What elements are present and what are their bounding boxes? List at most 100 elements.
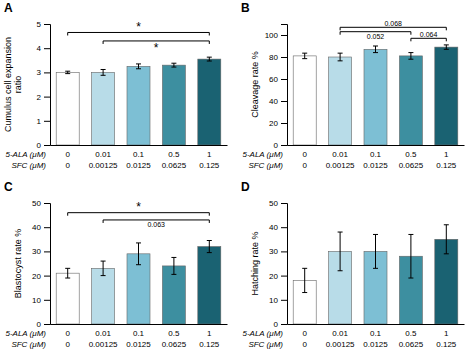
panel-label: B — [241, 1, 250, 15]
x-tick-label: 1 — [444, 150, 449, 159]
error-bar-stem — [375, 46, 376, 53]
bar — [56, 72, 79, 145]
y-tick-mark — [44, 300, 50, 301]
y-tick-label: 40 — [269, 97, 278, 106]
significance-label: 0.063 — [147, 221, 165, 228]
x-axis-line — [288, 324, 465, 325]
bar — [127, 254, 150, 324]
y-tick: 40 — [32, 223, 50, 232]
x-tick: 0.01 — [95, 329, 111, 338]
x-tick-label-row2: 0.125 — [436, 340, 457, 349]
error-bar-cap — [408, 59, 413, 60]
x-tick: 1 — [207, 329, 212, 338]
error-bar — [302, 53, 307, 59]
x-row-label: SFC (μM) — [11, 340, 46, 349]
x-tick-label-row2: 0.0625 — [399, 340, 424, 349]
error-bar — [136, 243, 141, 265]
y-tick-mark — [281, 324, 287, 325]
bar — [92, 268, 115, 324]
error-bar-cap — [171, 257, 176, 258]
x-tick-label: 0.01 — [332, 150, 348, 159]
x-tick-label: 0.5 — [168, 329, 180, 338]
error-bar-cap — [171, 274, 176, 275]
y-tick-label: 3 — [37, 68, 42, 77]
x-axis: 00.010.10.51 — [288, 146, 465, 159]
y-tick-mark — [44, 276, 50, 277]
error-bar-stem — [103, 69, 104, 75]
y-axis-line — [281, 204, 288, 325]
error-bar — [302, 268, 307, 292]
significance-label: * — [136, 200, 141, 214]
error-bar-cap — [444, 49, 449, 50]
error-bar — [373, 234, 378, 268]
y-tick-mark — [44, 121, 50, 122]
bar — [56, 273, 79, 324]
error-bar-stem — [209, 57, 210, 61]
y-tick-label: 30 — [269, 247, 278, 256]
error-bar — [408, 234, 413, 278]
y-tick-label: 40 — [32, 223, 41, 232]
y-tick-mark — [281, 227, 287, 228]
plot-area — [293, 225, 458, 324]
y-tick-label: 20 — [32, 272, 41, 281]
y-axis: 01020304050 — [32, 199, 50, 329]
x-tick-label-row2: 0.0625 — [399, 161, 424, 170]
error-bar-cap — [373, 268, 378, 269]
y-tick: 30 — [32, 247, 50, 256]
x-tick-label: 1 — [207, 329, 212, 338]
error-bar-cap — [373, 52, 378, 53]
error-bar-cap — [302, 58, 307, 59]
x-tick-label-row2: 0.0625 — [162, 340, 187, 349]
panel: 02040608010000.010.10.5100.001250.01250.… — [241, 1, 465, 170]
y-axis-title-line: Cumulus cell expansion — [3, 37, 13, 132]
x-tick: 0.1 — [133, 150, 145, 159]
y-tick-mark — [44, 24, 50, 25]
x-labels-row2: 00.001250.01250.06250.125 — [65, 161, 219, 170]
panel: 0102030405000.010.10.5100.001250.01250.0… — [4, 180, 228, 349]
significance-label: * — [154, 41, 159, 55]
error-bar-stem — [446, 225, 447, 254]
annotations: ** — [68, 20, 210, 55]
y-tick-mark — [44, 72, 50, 73]
error-bar-cap — [302, 292, 307, 293]
x-tick-label: 0.5 — [405, 150, 417, 159]
y-axis: 020406080100 — [265, 25, 288, 151]
bar — [399, 56, 422, 145]
x-tick-label-row2: 0.00125 — [326, 161, 355, 170]
x-tick-label: 0 — [65, 329, 70, 338]
error-bar-cap — [302, 53, 307, 54]
bar — [92, 72, 115, 145]
bar — [162, 65, 185, 145]
y-tick-mark — [44, 324, 50, 325]
y-tick-label: 1 — [37, 117, 42, 126]
error-bar — [101, 261, 106, 276]
error-bar-cap — [171, 67, 176, 68]
bar — [364, 49, 387, 145]
y-tick-mark — [44, 251, 50, 252]
error-bar-cap — [207, 61, 212, 62]
y-tick-mark — [281, 35, 287, 36]
panel-label: A — [4, 1, 13, 15]
panel: 01234500.010.10.5100.001250.01250.06250.… — [3, 1, 228, 170]
error-bar-cap — [101, 275, 106, 276]
error-bar-cap — [302, 268, 307, 269]
y-axis-line — [44, 25, 51, 146]
error-bar-cap — [338, 53, 343, 54]
error-bar — [171, 257, 176, 274]
y-tick-mark — [281, 101, 287, 102]
y-tick-label: 5 — [37, 20, 42, 29]
x-tick-label-row2: 0.00125 — [89, 340, 118, 349]
error-bar-cap — [338, 270, 343, 271]
error-bar-cap — [171, 63, 176, 64]
error-bar — [171, 63, 176, 67]
error-bar — [65, 268, 70, 278]
y-tick-label: 2 — [37, 93, 42, 102]
bar — [162, 266, 185, 324]
significance-bracket — [411, 38, 446, 41]
x-row-label: 5-ALA (μM) — [5, 150, 46, 159]
y-tick-mark — [281, 300, 287, 301]
error-bar — [101, 69, 106, 75]
figure: 01234500.010.10.5100.001250.01250.06250.… — [0, 0, 474, 358]
x-row-label: 5-ALA (μM) — [5, 329, 46, 338]
x-axis: 00.010.10.51 — [51, 146, 228, 159]
